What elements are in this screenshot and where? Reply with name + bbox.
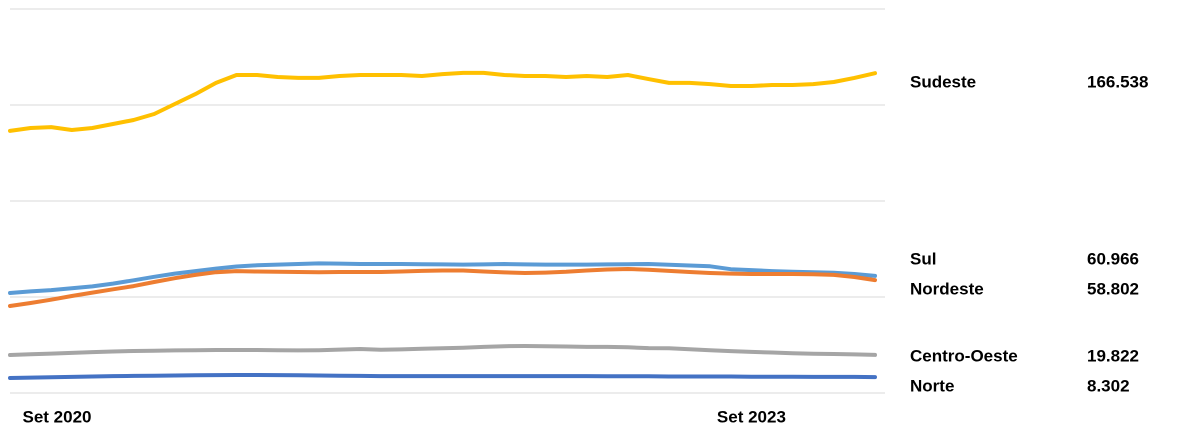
legend-label: Sul [910,250,936,269]
series-line [8,267,877,308]
legend-label: Centro-Oeste [910,347,1018,366]
x-tick-label: Set 2023 [717,407,786,426]
series-line [8,261,877,295]
end-value-label: 19.822 [1087,347,1139,366]
series-line [8,344,877,357]
legend-label: Nordeste [910,280,984,299]
end-value-label: 8.302 [1087,377,1130,396]
end-value-label: 60.966 [1087,250,1139,269]
end-value-label: 166.538 [1087,73,1148,92]
x-tick-label: Set 2020 [23,407,92,426]
end-value-label: 58.802 [1087,280,1139,299]
series-line [8,70,877,133]
series-line [8,373,877,380]
legend-label: Norte [910,377,954,396]
legend-label: Sudeste [910,73,976,92]
